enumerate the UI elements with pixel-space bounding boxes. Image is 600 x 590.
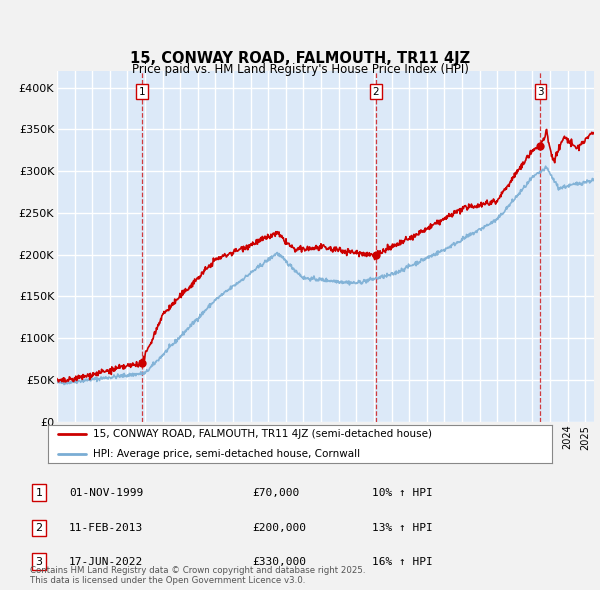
Text: 2: 2 (35, 523, 43, 533)
Text: 17-JUN-2022: 17-JUN-2022 (69, 557, 143, 566)
Text: 2: 2 (373, 87, 379, 97)
Text: 3: 3 (537, 87, 544, 97)
Text: 1: 1 (35, 488, 43, 497)
Text: £70,000: £70,000 (252, 488, 299, 497)
Text: 3: 3 (35, 557, 43, 566)
Text: 13% ↑ HPI: 13% ↑ HPI (372, 523, 433, 533)
Text: 15, CONWAY ROAD, FALMOUTH, TR11 4JZ: 15, CONWAY ROAD, FALMOUTH, TR11 4JZ (130, 51, 470, 67)
Text: HPI: Average price, semi-detached house, Cornwall: HPI: Average price, semi-detached house,… (94, 448, 361, 458)
Text: 11-FEB-2013: 11-FEB-2013 (69, 523, 143, 533)
Text: 16% ↑ HPI: 16% ↑ HPI (372, 557, 433, 566)
Text: 1: 1 (139, 87, 145, 97)
Text: 10% ↑ HPI: 10% ↑ HPI (372, 488, 433, 497)
Text: Contains HM Land Registry data © Crown copyright and database right 2025.
This d: Contains HM Land Registry data © Crown c… (30, 566, 365, 585)
Text: £200,000: £200,000 (252, 523, 306, 533)
Text: £330,000: £330,000 (252, 557, 306, 566)
Text: Price paid vs. HM Land Registry's House Price Index (HPI): Price paid vs. HM Land Registry's House … (131, 63, 469, 76)
Text: 01-NOV-1999: 01-NOV-1999 (69, 488, 143, 497)
Text: 15, CONWAY ROAD, FALMOUTH, TR11 4JZ (semi-detached house): 15, CONWAY ROAD, FALMOUTH, TR11 4JZ (sem… (94, 430, 433, 440)
